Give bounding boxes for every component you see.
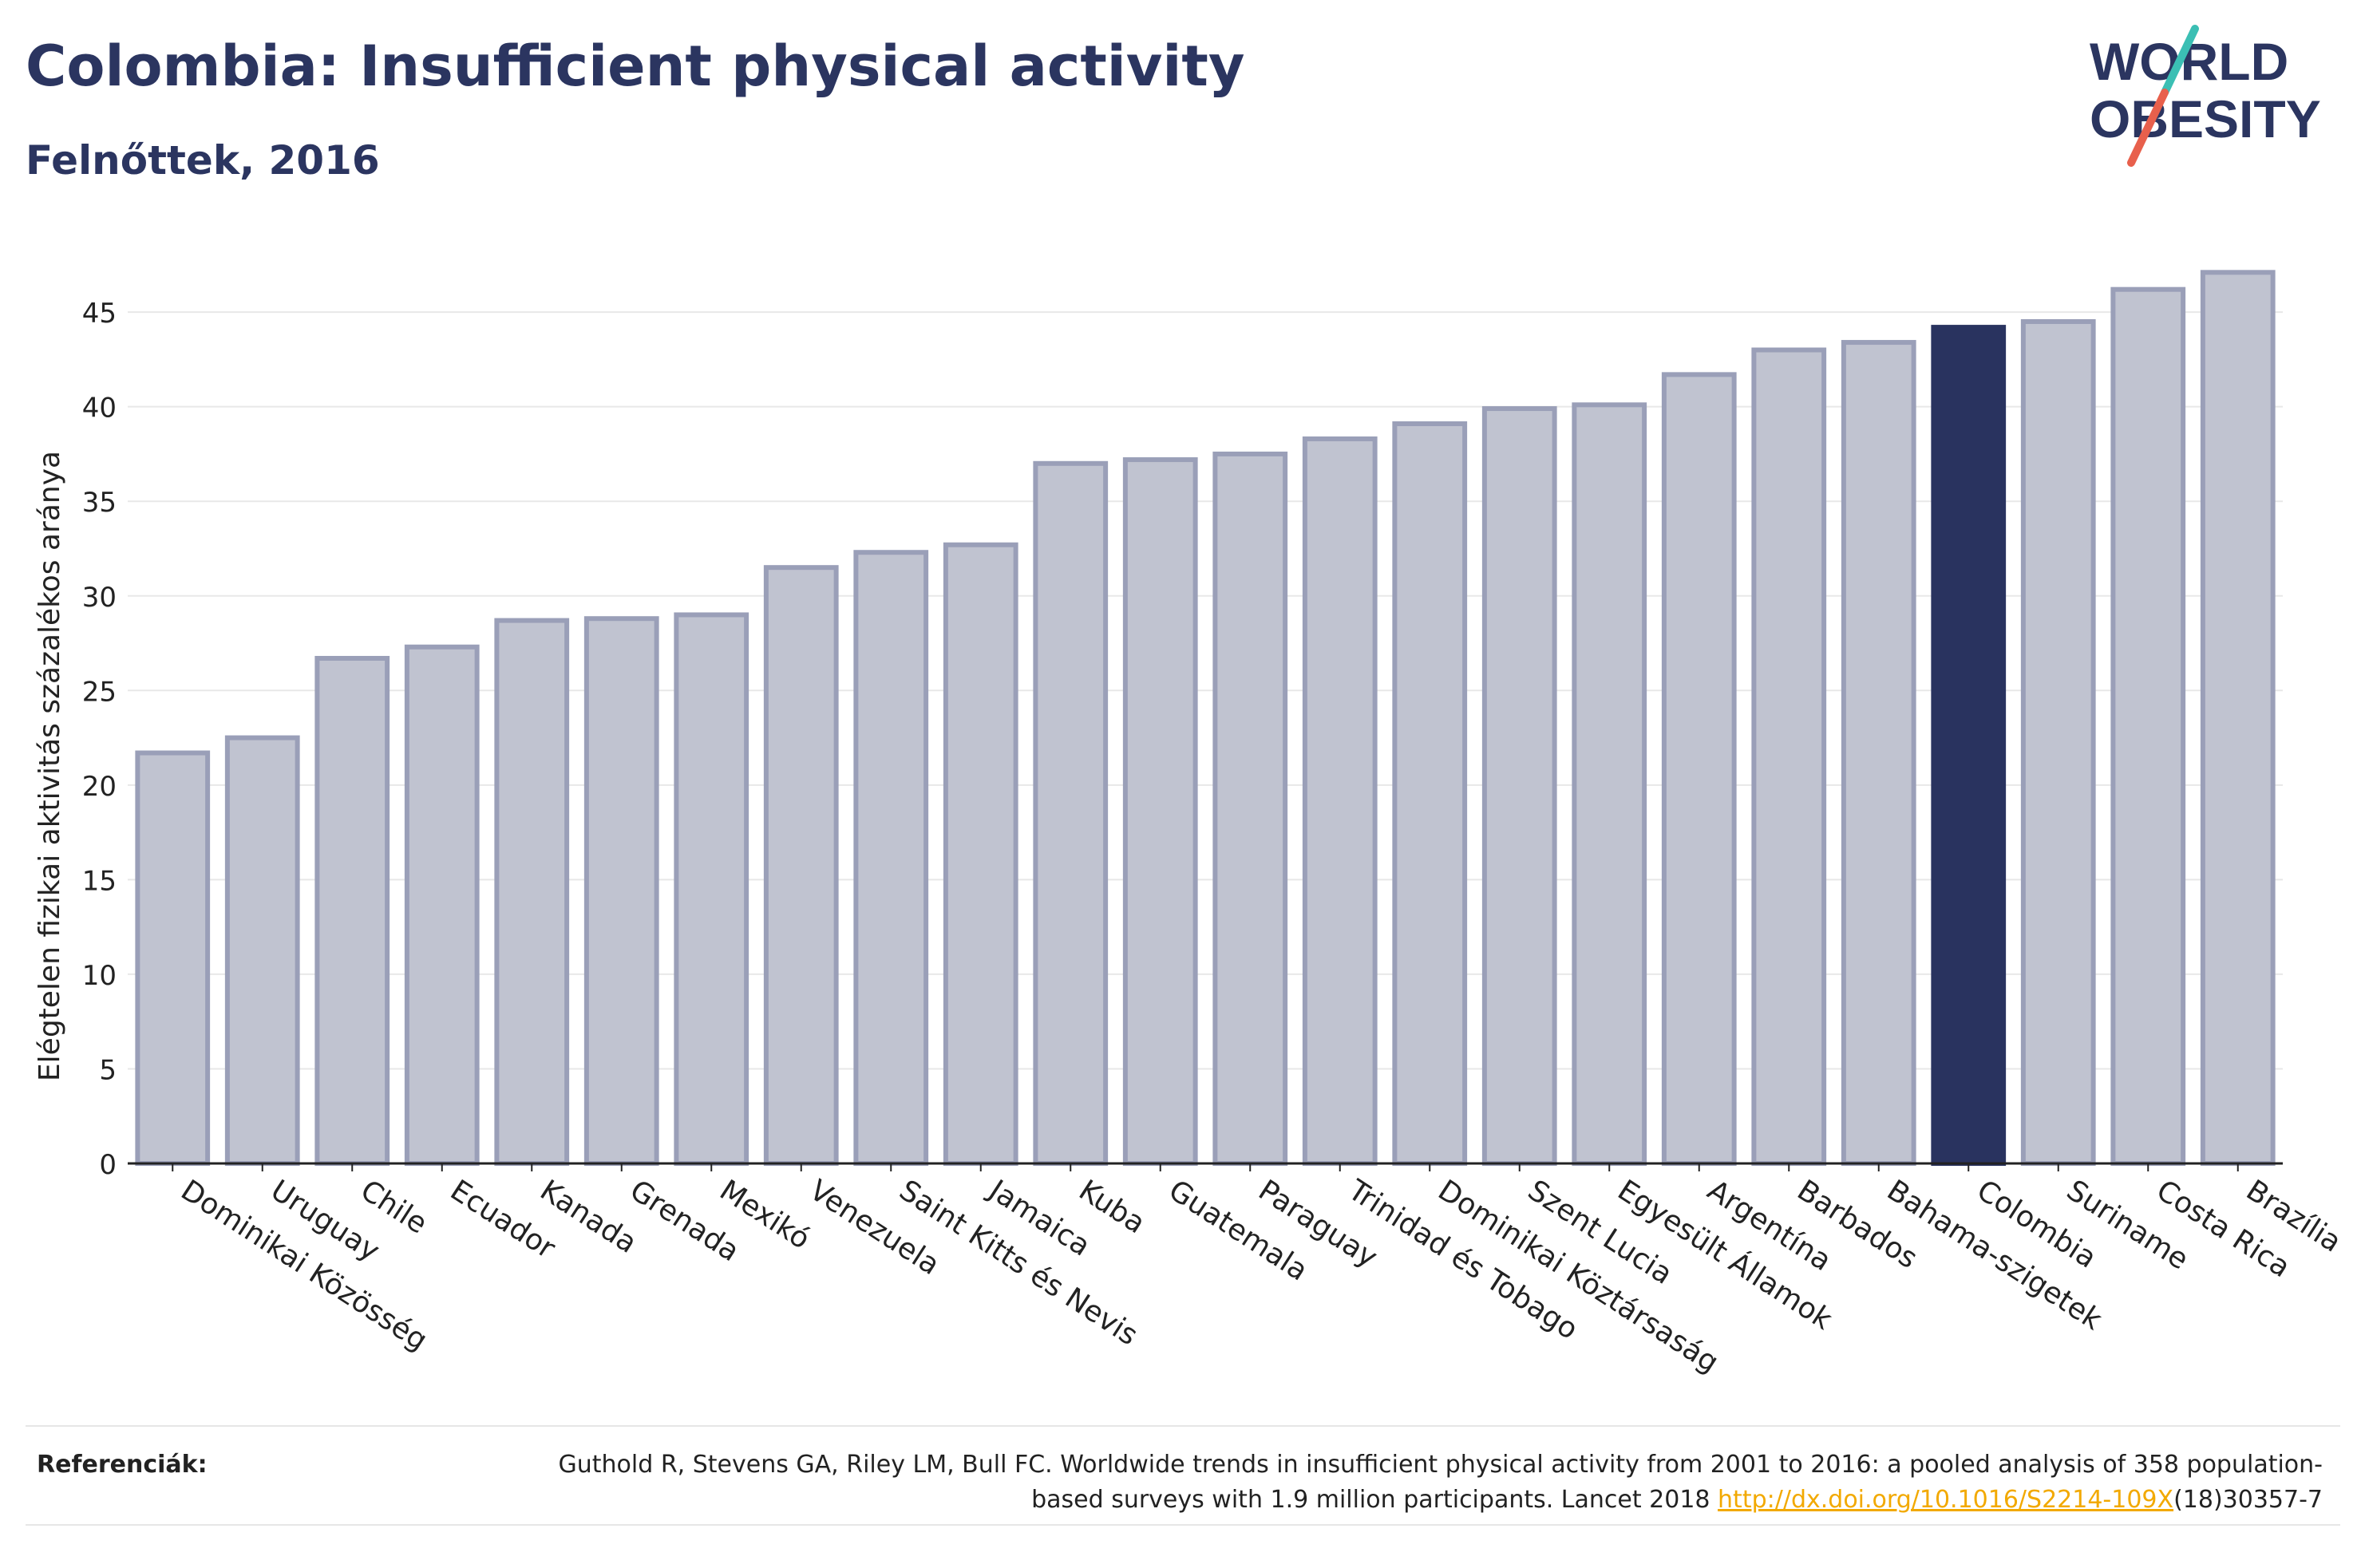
references-top-rule: [26, 1425, 2340, 1427]
y-tick-label: 35: [82, 487, 117, 519]
bar: [2110, 286, 2186, 1166]
bar: [763, 565, 839, 1166]
bar: [943, 542, 1018, 1166]
bar: [1572, 402, 1647, 1166]
bar: [1392, 421, 1468, 1166]
bar: [1212, 451, 1288, 1166]
bar: [1751, 347, 1827, 1166]
bar: [2020, 318, 2096, 1167]
y-tick-label: 10: [82, 960, 117, 992]
bar: [1481, 406, 1557, 1166]
references-label: Referenciák:: [37, 1451, 208, 1479]
y-tick-label: 40: [82, 393, 117, 425]
bar: [494, 618, 570, 1166]
bar: [1302, 436, 1378, 1166]
references-doi-link[interactable]: http://dx.doi.org/10.1016/S2214-109X: [1718, 1486, 2174, 1514]
bar: [1122, 457, 1198, 1166]
bar: [674, 612, 749, 1166]
bar: [1033, 460, 1109, 1166]
bar: [853, 550, 929, 1166]
y-tick-label: 25: [82, 676, 117, 708]
references-doi-suffix: (18)30357-7: [2173, 1486, 2323, 1514]
y-tick-label: 30: [82, 582, 117, 614]
bars: [135, 270, 2276, 1167]
y-tick-labels: 0 5 10 15 20 25 30 35 40 45: [82, 298, 117, 1181]
grid-lines: [128, 311, 2283, 1070]
y-tick-label: 20: [82, 771, 117, 803]
references-bottom-rule: [26, 1524, 2340, 1526]
chart-subtitle: Felnőttek, 2016: [26, 137, 380, 184]
bar: [1661, 372, 1737, 1166]
bar: [135, 750, 211, 1166]
logo-slash-top: [2161, 25, 2199, 97]
bar-chart: 0 5 10 15 20 25 30 35 40 45 Dominikai KözösségUru…: [34, 270, 2347, 1380]
bar: [1841, 340, 1916, 1166]
y-tick-label: 0: [99, 1149, 117, 1181]
y-tick-label: 45: [82, 298, 117, 330]
y-tick-label: 5: [99, 1054, 117, 1086]
chart-title: Colombia: Insufficient physical activity: [26, 34, 1245, 99]
references-text: Guthold R, Stevens GA, Riley LM, Bull FC…: [487, 1448, 2323, 1518]
world-obesity-logo: WORLD OBESITY: [2090, 25, 2321, 167]
bar: [2200, 270, 2276, 1166]
bar: [404, 644, 480, 1166]
y-axis-label: Elégtelen fizikai aktivitás százalékos a…: [34, 451, 66, 1081]
bar: [314, 655, 390, 1166]
y-tick-label: 15: [82, 865, 117, 897]
logo-slash-bottom: [2127, 89, 2169, 167]
bar: [224, 735, 300, 1166]
references-citation: Guthold R, Stevens GA, Riley LM, Bull FC…: [558, 1451, 2323, 1514]
bar: [583, 616, 659, 1166]
bar-highlight-colombia: [1931, 325, 2007, 1166]
logo-word-obesity: OBESITY: [2090, 89, 2321, 148]
